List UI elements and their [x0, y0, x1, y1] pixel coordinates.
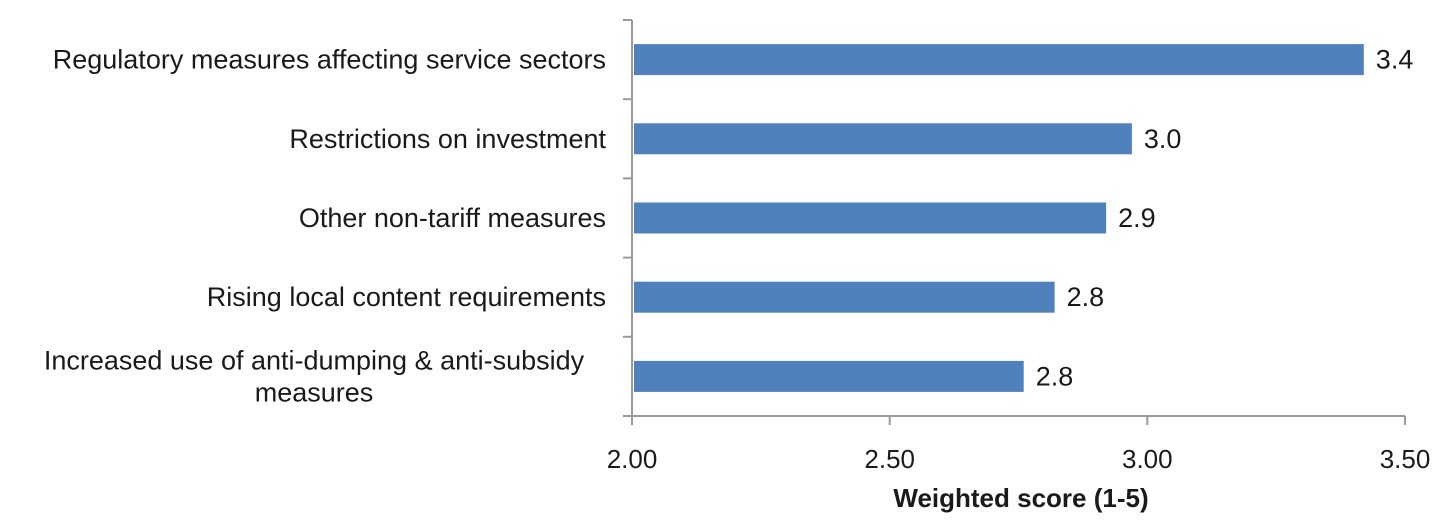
axis-layer — [623, 19, 1406, 425]
x-tick-label-2: 2.50 — [864, 444, 915, 474]
category-label-5: Increased use of anti-dumping & anti-sub… — [44, 345, 585, 407]
data-label-5: 2.8 — [1036, 361, 1074, 391]
bars-layer — [634, 44, 1364, 392]
data-label-1: 3.4 — [1376, 45, 1414, 75]
x-tick-label-4: 3.50 — [1380, 444, 1431, 474]
data-label-4: 2.8 — [1067, 282, 1105, 312]
category-label-2: Restrictions on investment — [289, 124, 606, 154]
bar-2 — [634, 123, 1132, 155]
category-label-1: Regulatory measures affecting service se… — [53, 45, 606, 75]
labels-layer: 3.4 Regulatory measures affecting service… — [44, 45, 1430, 513]
bar-3 — [634, 202, 1107, 234]
bar-4 — [634, 281, 1055, 313]
category-label-3: Other non-tariff measures — [299, 203, 606, 233]
x-tick-label-3: 3.00 — [1122, 444, 1173, 474]
bar-1 — [634, 44, 1364, 76]
data-label-3: 2.9 — [1118, 203, 1156, 233]
category-label-4: Rising local content requirements — [207, 282, 606, 312]
bar-5 — [634, 360, 1024, 392]
x-tick-label-1: 2.00 — [607, 444, 658, 474]
x-axis-title: Weighted score (1-5) — [893, 483, 1148, 513]
data-label-2: 3.0 — [1144, 124, 1182, 154]
